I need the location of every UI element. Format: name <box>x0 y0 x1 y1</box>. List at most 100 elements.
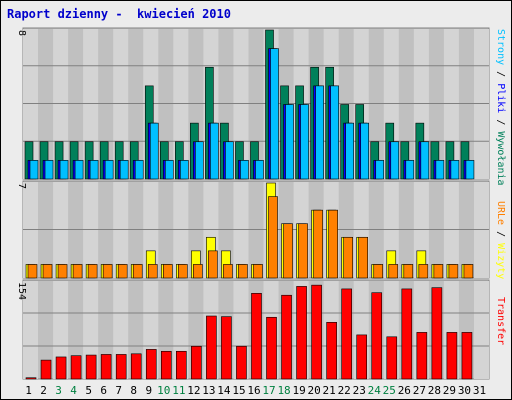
pages-bar <box>240 160 249 180</box>
urls-bar <box>373 264 384 279</box>
transfer-bar <box>236 345 247 380</box>
transfer-bar <box>206 315 217 380</box>
transfer-bar <box>341 288 352 380</box>
legend-segment: / <box>495 113 506 131</box>
legend-segment: Strony <box>495 29 506 65</box>
transfer-bar <box>85 354 97 380</box>
pages-bar <box>89 160 99 180</box>
pages-bar <box>210 122 219 180</box>
day-label: 8 <box>130 384 137 397</box>
urls-bar <box>178 264 188 279</box>
column-stripe <box>83 281 99 379</box>
transfer-bar <box>40 359 52 380</box>
y-axis-max-label: 8 <box>16 30 27 36</box>
pages-bar <box>44 160 54 180</box>
transfer-bar <box>251 293 262 380</box>
urls-bar <box>238 264 248 279</box>
day-label: 2 <box>40 384 47 397</box>
day-label: 27 <box>413 384 426 397</box>
urls-bar <box>87 264 98 279</box>
transfer-bar <box>431 287 443 380</box>
urls-bar <box>42 264 53 279</box>
day-label: 1 <box>25 384 32 397</box>
transfer-bar <box>386 336 398 380</box>
transfer-bar <box>281 294 292 380</box>
y-axis-max-label: 7 <box>16 183 27 189</box>
urls-bar <box>298 223 308 279</box>
urls-bar <box>268 196 278 279</box>
chart-title: Raport dzienny - kwiecień 2010 <box>7 7 231 21</box>
day-label: 16 <box>247 384 260 397</box>
day-label: 26 <box>398 384 411 397</box>
pages-bar <box>390 141 400 180</box>
transfer-bar <box>25 377 37 380</box>
legend-segment: Wizyty <box>495 243 506 279</box>
pages-bar <box>29 160 39 180</box>
legend-segment: / <box>495 65 506 83</box>
day-label: 14 <box>217 384 231 397</box>
pages-bar <box>180 160 189 180</box>
urls-bar <box>448 264 459 279</box>
urls-bar <box>102 264 113 279</box>
transfer-bar <box>356 334 368 380</box>
day-label: 4 <box>70 384 77 397</box>
day-label: 22 <box>338 384 351 397</box>
column-stripe <box>53 281 69 379</box>
urls-bar <box>193 264 203 279</box>
legend-label-bottom: Transfer <box>495 297 506 345</box>
urls-bar <box>283 223 293 279</box>
transfer-bar <box>266 316 277 380</box>
transfer-bar <box>461 332 473 380</box>
urls-bar <box>208 250 218 279</box>
pages-bar <box>149 122 159 180</box>
transfer-bar <box>416 332 428 380</box>
transfer-bar <box>326 322 337 380</box>
urls-bar <box>403 264 414 279</box>
pages-bar <box>450 160 460 180</box>
column-stripe <box>473 281 489 379</box>
day-label: 5 <box>85 384 92 397</box>
transfer-bar <box>100 354 112 380</box>
urls-bar <box>433 264 444 279</box>
urls-bar <box>132 264 143 279</box>
day-label: 19 <box>292 384 305 397</box>
pages-bar <box>405 160 415 180</box>
transfer-bar <box>160 350 172 380</box>
day-label: 20 <box>308 384 321 397</box>
pages-bar <box>345 122 354 180</box>
transfer-bar <box>191 345 202 380</box>
urls-bar <box>358 236 369 279</box>
pages-bar <box>255 160 264 180</box>
transfer-bar <box>446 332 458 380</box>
day-label: 29 <box>443 384 456 397</box>
day-label: 25 <box>383 384 396 397</box>
transfer-bar <box>70 355 82 380</box>
legend-label-top: Strony / Pliki / Wywołania <box>495 29 506 186</box>
pages-bar <box>270 48 279 180</box>
transfer-bar <box>176 350 187 380</box>
day-label: 23 <box>353 384 366 397</box>
pages-bar <box>195 141 204 180</box>
legend-segment: / <box>495 225 506 243</box>
day-label: 6 <box>100 384 107 397</box>
transfer-bar <box>221 316 232 380</box>
column-stripe <box>23 281 39 379</box>
transfer-bar <box>55 356 67 380</box>
pages-bar <box>59 160 69 180</box>
legend-segment: URLe <box>495 201 506 225</box>
day-label: 21 <box>323 384 336 397</box>
day-label: 31 <box>473 384 486 397</box>
urls-bar <box>27 264 38 279</box>
pages-bar <box>465 160 475 180</box>
pages-bar <box>315 85 324 180</box>
pages-bar <box>435 160 445 180</box>
day-label: 3 <box>55 384 62 397</box>
transfer-bar <box>145 349 157 380</box>
day-label: 18 <box>277 384 290 397</box>
urls-bar <box>223 264 233 279</box>
day-label: 11 <box>172 384 185 397</box>
day-label: 15 <box>232 384 245 397</box>
transfer-bar <box>401 288 413 380</box>
